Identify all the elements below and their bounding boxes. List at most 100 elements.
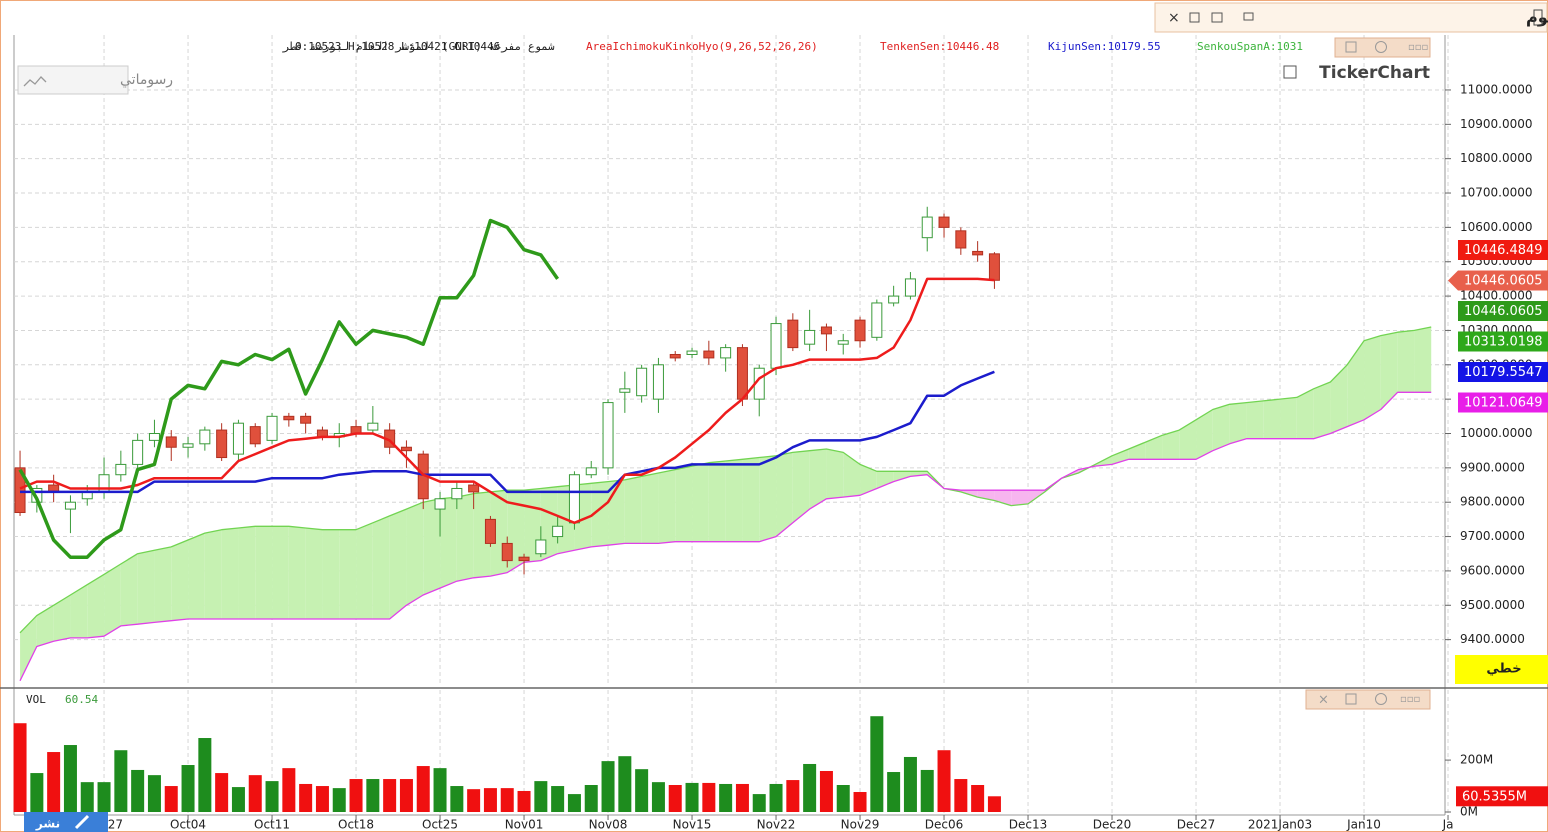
publish-label[interactable]: نشر — [35, 817, 60, 831]
publish-icon — [74, 814, 90, 830]
cloud-fill — [624, 476, 642, 544]
price-badge — [1458, 392, 1548, 413]
candle-body — [132, 439, 144, 465]
candle-body — [921, 216, 933, 239]
cloud-fill — [389, 509, 407, 620]
y-tick-label: 10600.0000 — [1460, 220, 1533, 234]
candle-body — [451, 487, 463, 500]
ctrl-more[interactable]: ▫▫▫ — [1408, 42, 1428, 53]
vol-ctrl-close[interactable]: × — [1318, 693, 1329, 708]
cloud-fill — [87, 574, 105, 638]
candle-body — [972, 250, 984, 256]
cloud-fill — [1196, 409, 1213, 460]
cloud-fill — [473, 491, 491, 578]
candle-body — [283, 415, 295, 421]
line-style-label[interactable]: خطي — [1486, 662, 1521, 677]
volume-bar — [231, 787, 245, 812]
y-tick-label: 9700.0000 — [1460, 529, 1525, 543]
volume-controls[interactable] — [1305, 689, 1431, 710]
detach-icon[interactable] — [1243, 12, 1254, 21]
cloud-fill — [1011, 490, 1029, 506]
candle-body — [686, 350, 698, 355]
volume-bar — [752, 794, 766, 812]
x-tick-label: Oct11 — [254, 818, 290, 832]
volume-bar — [769, 783, 783, 812]
cloud-fill — [1162, 430, 1180, 460]
volume-bar — [483, 788, 497, 812]
volume-bar — [282, 768, 296, 812]
volume-bar — [147, 775, 161, 812]
cloud-fill — [893, 471, 911, 482]
volume-bar — [299, 783, 313, 812]
candle-body — [837, 340, 849, 345]
x-tick-label: Oct25 — [422, 818, 458, 832]
volume-bar — [198, 738, 212, 812]
drawings-button[interactable] — [17, 65, 129, 95]
x-tick-label: Nov08 — [589, 818, 628, 832]
candle-body — [535, 539, 547, 555]
candle-body — [434, 498, 446, 510]
vol-ctrl-more[interactable]: ▫▫▫ — [1400, 694, 1420, 705]
volume-bar — [635, 769, 649, 812]
indicator-controls[interactable] — [1334, 37, 1431, 58]
cloud-fill — [658, 469, 676, 544]
restore-icon[interactable] — [1189, 12, 1200, 23]
candle-body — [988, 253, 1000, 281]
candle-body — [300, 415, 312, 424]
ctrl-box[interactable] — [1345, 41, 1357, 53]
drawings-label[interactable]: رسوماتي — [120, 72, 173, 88]
close-icon[interactable]: × — [1168, 10, 1180, 26]
cloud-fill — [591, 481, 609, 547]
x-tick-label: Nov29 — [841, 818, 880, 832]
price-badge — [1458, 240, 1548, 260]
ctrl-settings[interactable] — [1375, 41, 1387, 53]
cloud-fill — [708, 460, 726, 542]
volume-bar — [903, 756, 917, 812]
candle-body — [568, 474, 580, 524]
title-tab — [1154, 2, 1548, 33]
price-badge — [1448, 270, 1548, 291]
candle-body — [619, 388, 631, 393]
volume-bar — [13, 723, 27, 812]
cloud-fill — [1280, 397, 1297, 439]
vol-ctrl-box[interactable] — [1345, 693, 1357, 705]
candle-body — [602, 402, 614, 469]
volume-bar — [114, 750, 128, 812]
senkou-span-b — [19, 391, 1432, 682]
tenkan-sen — [19, 277, 995, 525]
cloud-fill — [104, 564, 121, 637]
candle-body — [955, 230, 967, 249]
cloud-fill — [171, 539, 189, 621]
cloud-fill — [288, 526, 306, 620]
candle-body — [14, 467, 26, 514]
candle-body — [182, 443, 194, 448]
cloud-fill — [322, 529, 340, 620]
price-plot — [14, 206, 1432, 682]
price-badge-label: 10313.0198 — [1464, 335, 1543, 350]
volume-bar — [265, 781, 279, 812]
volume-badge-label: 60.5355M — [1462, 789, 1527, 804]
cloud-fill — [423, 498, 441, 595]
maximize-icon[interactable] — [1211, 12, 1223, 23]
volume-bar — [517, 790, 531, 812]
volume-bar — [567, 794, 581, 812]
volume-bar — [836, 785, 850, 812]
info-line: شموع مفرغة (GNRI) المؤشر العام لبورصة قط… — [282, 40, 1303, 53]
volume-bar — [987, 796, 1001, 812]
vol-ctrl-settings[interactable] — [1375, 693, 1387, 705]
cloud-fill — [406, 502, 424, 606]
volume-bar — [315, 786, 329, 812]
kijun-sen — [20, 370, 995, 494]
cloud-fill — [742, 457, 760, 542]
line-style-box[interactable] — [1455, 655, 1548, 684]
cloud-fill — [1414, 327, 1432, 393]
price-badge-label: 10446.4849 — [1464, 243, 1543, 258]
x-tick-label: Dec20 — [1093, 818, 1132, 832]
cloud-fill — [339, 529, 357, 620]
y-tick-label: 11000.0000 — [1460, 82, 1533, 96]
candle-body — [871, 302, 883, 338]
volume-bar — [819, 770, 833, 812]
cloud-fill — [1112, 448, 1129, 465]
volume-bar — [534, 781, 548, 812]
y-tick-label: 9900.0000 — [1460, 460, 1525, 474]
